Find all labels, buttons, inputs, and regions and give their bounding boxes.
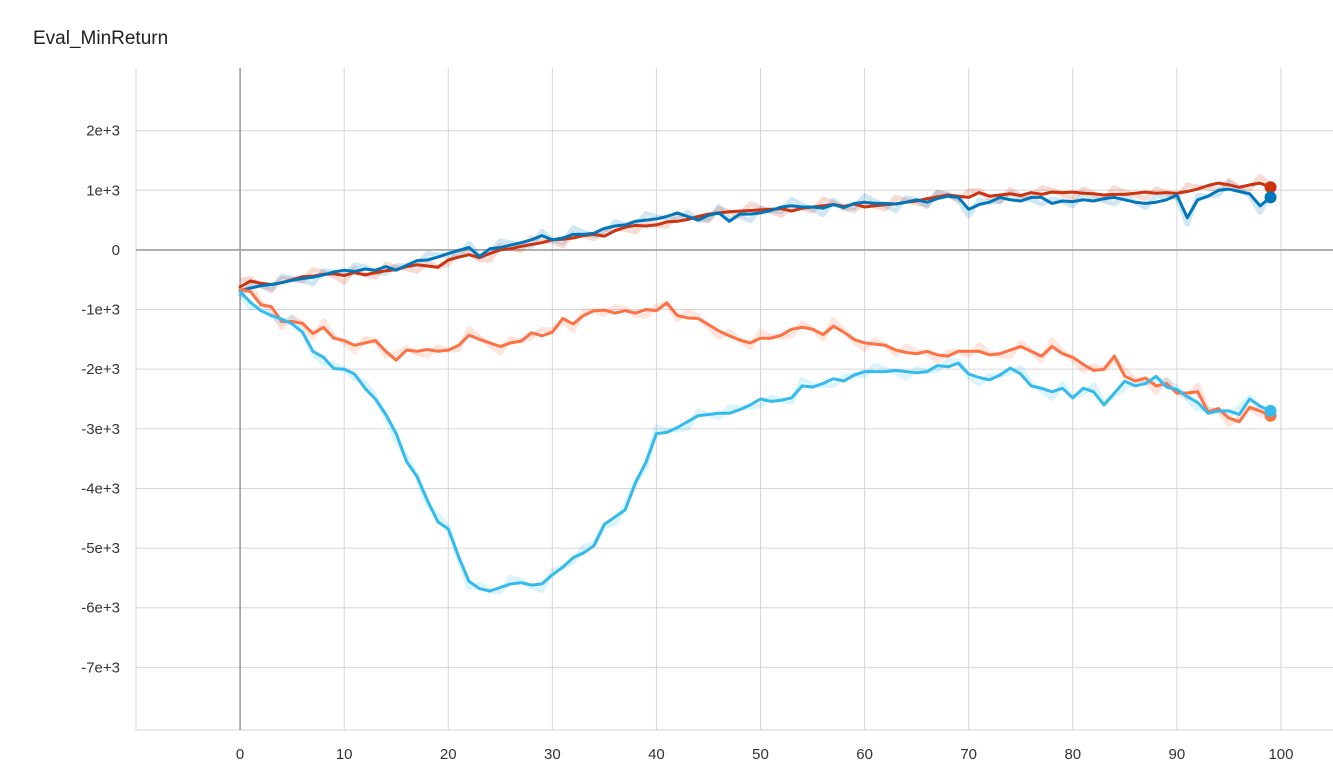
- series-end-marker: [1264, 404, 1277, 417]
- x-tick-label: 10: [336, 746, 353, 763]
- x-tick-label: 0: [236, 746, 244, 763]
- y-tick-label: 0: [112, 242, 120, 259]
- x-tick-label: 90: [1169, 746, 1186, 763]
- series-raw-band: [238, 282, 1272, 428]
- y-tick-label: -5e+3: [81, 540, 120, 557]
- x-tick-label: 70: [960, 746, 977, 763]
- y-tick-label: 1e+3: [86, 182, 120, 199]
- y-tick-label: -6e+3: [81, 600, 120, 617]
- series-line: [238, 187, 1272, 292]
- series-end-marker: [1264, 181, 1277, 194]
- x-axis-tick-labels: 0 10 20 30 40 50 60 70 80 90 100: [236, 746, 1294, 763]
- series-raw-band: [238, 180, 1273, 299]
- series-lines: [238, 181, 1272, 593]
- x-tick-label: 60: [856, 746, 873, 763]
- x-tick-label: 30: [544, 746, 561, 763]
- series-line: [238, 287, 1272, 424]
- y-tick-label: -1e+3: [81, 302, 120, 319]
- axes: [136, 68, 1333, 730]
- series-raw-band: [239, 174, 1273, 294]
- y-tick-label: -4e+3: [81, 480, 120, 497]
- series-end-markers: [1264, 181, 1277, 422]
- series-line: [238, 290, 1272, 593]
- series-line: [238, 181, 1272, 289]
- raw-series-bands: [238, 174, 1273, 595]
- grid: [135, 68, 1333, 731]
- x-tick-label: 50: [752, 746, 769, 763]
- y-tick-label: -3e+3: [81, 421, 120, 438]
- x-tick-label: 100: [1268, 746, 1293, 763]
- y-axis-tick-labels: 2e+3 1e+3 0 -1e+3 -2e+3 -3e+3 -4e+3 -5e+3 -6e+3 -…: [81, 123, 120, 677]
- x-tick-label: 40: [648, 746, 665, 763]
- y-tick-label: 2e+3: [86, 123, 120, 140]
- y-tick-label: -2e+3: [81, 361, 120, 378]
- x-tick-label: 20: [440, 746, 457, 763]
- x-tick-label: 80: [1064, 746, 1081, 763]
- series-end-marker: [1264, 191, 1277, 204]
- y-tick-label: -7e+3: [81, 659, 120, 676]
- chart-title: Eval_MinReturn: [33, 28, 169, 49]
